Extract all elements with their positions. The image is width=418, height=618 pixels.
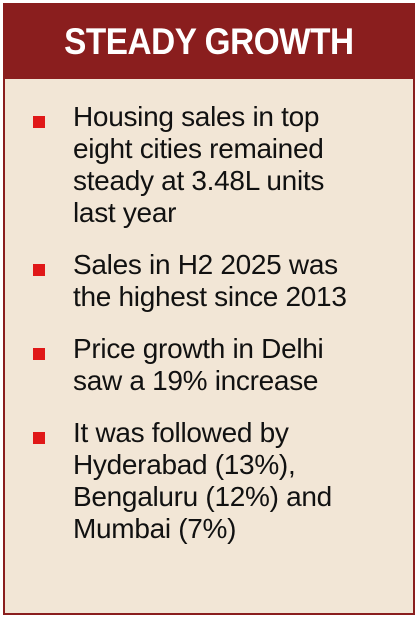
bullet-text: Housing sales in top eight cities remain… xyxy=(73,101,403,229)
bullet-item-1: Housing sales in top eight cities remain… xyxy=(5,101,413,229)
bullet-line: Hyderabad (13%), xyxy=(73,449,296,480)
bullet-line: saw a 19% increase xyxy=(73,365,319,396)
bullet-line: Price growth in Delhi xyxy=(73,333,324,364)
bullet-line: Housing sales in top xyxy=(73,101,320,132)
bullet-line: last year xyxy=(73,197,177,228)
bullet-line: Bengaluru (12%) and xyxy=(73,481,332,512)
bullet-line: It was followed by xyxy=(73,417,289,448)
info-card: STEADY GROWTH Housing sales in top eight… xyxy=(3,3,415,615)
bullet-line: Mumbai (7%) xyxy=(73,513,237,544)
card-header: STEADY GROWTH xyxy=(5,5,413,79)
bullet-text: It was followed by Hyderabad (13%), Beng… xyxy=(73,417,403,545)
bullet-item-3: Price growth in Delhi saw a 19% increase xyxy=(5,333,413,397)
bullet-text: Sales in H2 2025 was the highest since 2… xyxy=(73,249,403,313)
square-bullet-icon xyxy=(33,116,45,128)
bullet-list: Housing sales in top eight cities remain… xyxy=(5,101,413,565)
square-bullet-icon xyxy=(33,432,45,444)
bullet-line: Sales in H2 2025 was xyxy=(73,249,338,280)
bullet-line: the highest since 2013 xyxy=(73,281,347,312)
square-bullet-icon xyxy=(33,264,45,276)
bullet-item-2: Sales in H2 2025 was the highest since 2… xyxy=(5,249,413,313)
bullet-text: Price growth in Delhi saw a 19% increase xyxy=(73,333,403,397)
bullet-line: steady at 3.48L units xyxy=(73,165,325,196)
square-bullet-icon xyxy=(33,348,45,360)
bullet-line: eight cities remained xyxy=(73,133,324,164)
bullet-item-4: It was followed by Hyderabad (13%), Beng… xyxy=(5,417,413,545)
card-title: STEADY GROWTH xyxy=(64,21,354,62)
